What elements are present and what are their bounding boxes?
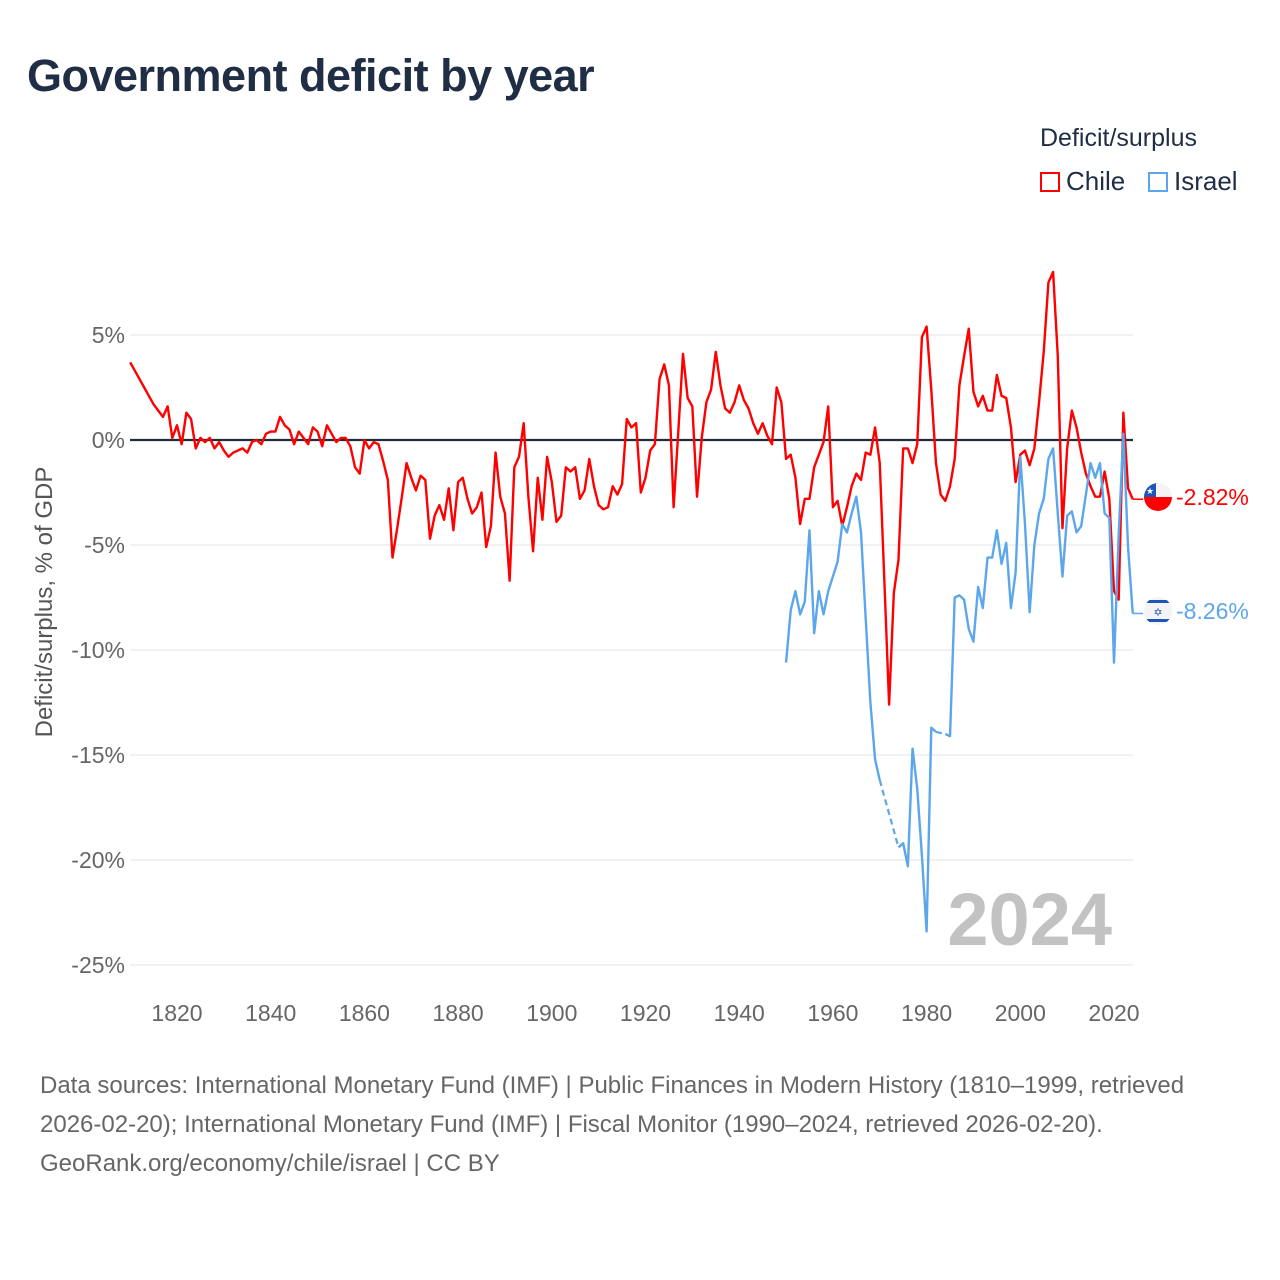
x-tick-label: 1980 (901, 1000, 952, 1026)
chile-flag-icon: ★ (1144, 483, 1172, 511)
legend-label-israel: Israel (1174, 166, 1238, 196)
y-tick-label: -20% (71, 847, 125, 873)
legend-item-israel[interactable]: Israel (1148, 166, 1238, 197)
y-axis-label: Deficit/surplus, % of GDP (31, 467, 58, 738)
year-watermark: 2024 (947, 878, 1112, 961)
chile-end-label: -2.82% (1176, 484, 1249, 510)
israel-line (784, 432, 1134, 933)
gridlines (130, 334, 1133, 966)
x-tick-label: 1840 (245, 1000, 296, 1026)
israel-gap-line (878, 779, 900, 848)
chart-title: Government deficit by year (27, 50, 595, 101)
chile-line (129, 270, 1134, 706)
israel-gap-line (935, 730, 946, 736)
svg-text:★: ★ (1146, 486, 1154, 496)
data-sources: Data sources: International Monetary Fun… (40, 1072, 1185, 1138)
y-tick-label: -5% (84, 532, 125, 558)
y-tick-label: -25% (71, 952, 125, 978)
x-tick-label: 1920 (620, 1000, 671, 1026)
legend-title: Deficit/surplus (1040, 124, 1197, 152)
y-tick-label: -10% (71, 637, 125, 663)
legend-swatch-chile (1040, 171, 1060, 192)
y-axis-ticks: 5% 0% -5% -10% -15% -20% -25% (71, 322, 125, 978)
chile-end-marker: ★ -2.82% (1144, 483, 1249, 511)
x-tick-label: 1860 (339, 1000, 390, 1026)
x-tick-label: 2000 (995, 1000, 1046, 1026)
x-axis-ticks: 1820 1840 1860 1880 1900 1920 1940 1960 1980 2000… (151, 1000, 1139, 1026)
credit-link[interactable]: GeoRank.org/economy/chile/israel | CC BY (40, 1150, 500, 1177)
svg-text:✡: ✡ (1153, 607, 1162, 619)
x-tick-label: 1960 (807, 1000, 858, 1026)
y-tick-label: 0% (92, 427, 125, 453)
series-chile (129, 270, 1143, 706)
series-lines (129, 270, 1143, 933)
series-israel (784, 432, 1143, 933)
x-tick-label: 1880 (433, 1000, 484, 1026)
legend-item-chile[interactable]: Chile (1040, 166, 1125, 197)
israel-end-label: -8.26% (1176, 598, 1249, 624)
footer: Data sources: International Monetary Fun… (40, 1066, 1240, 1183)
y-tick-label: 5% (92, 322, 125, 348)
x-tick-label: 2020 (1088, 1000, 1139, 1026)
legend-label-chile: Chile (1066, 166, 1126, 196)
israel-flag-icon: ✡ (1144, 597, 1172, 625)
israel-end-marker: ✡ -8.26% (1144, 597, 1249, 625)
y-tick-label: -15% (71, 742, 125, 768)
x-tick-label: 1940 (714, 1000, 765, 1026)
x-tick-label: 1820 (151, 1000, 202, 1026)
x-tick-label: 1900 (526, 1000, 577, 1026)
legend-swatch-israel (1148, 171, 1168, 192)
